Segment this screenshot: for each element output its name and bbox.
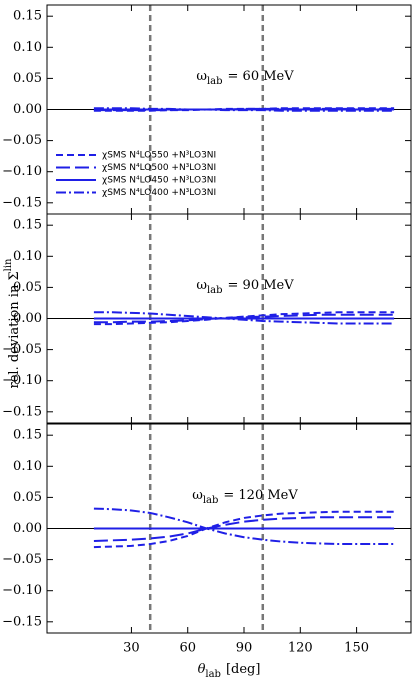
x-axis-label-part: θ xyxy=(198,662,206,677)
annotation-part: = 90 MeV xyxy=(228,278,295,293)
plot-frame xyxy=(46,423,412,634)
y-tick-label: 0.15 xyxy=(13,428,42,443)
series-line xyxy=(93,311,395,326)
y-tick-label: −0.05 xyxy=(2,133,42,148)
y-tick-label: −0.15 xyxy=(2,195,42,210)
y-axis-label-part: lin xyxy=(3,258,14,271)
x-axis-label: θlab [deg] xyxy=(198,662,261,681)
series-line xyxy=(93,311,395,325)
y-tick-label: 0.00 xyxy=(13,102,42,117)
x-tick-label: 150 xyxy=(344,641,369,656)
legend-label: χSMS N⁴LO550 +N³LO3NI xyxy=(102,151,216,161)
annotation-part: lab xyxy=(207,285,223,296)
annotation-part: lab xyxy=(203,495,219,506)
y-axis-label-part: rel. deviation in Σ xyxy=(7,271,22,388)
y-tick-label: −0.10 xyxy=(2,164,42,179)
y-tick-label: −0.15 xyxy=(2,614,42,629)
series-line xyxy=(93,516,395,542)
annotation-part: = 60 MeV xyxy=(228,69,295,84)
x-axis-label-part: lab xyxy=(205,669,221,680)
plot-frame xyxy=(46,213,412,424)
y-tick-label: −0.15 xyxy=(2,404,42,419)
annotation: ωlab = 90 MeV xyxy=(196,278,294,297)
series-line xyxy=(93,107,395,112)
annotation-part: ω xyxy=(196,69,207,84)
annotation-part: = 120 MeV xyxy=(223,488,298,503)
y-tick-label: 0.15 xyxy=(13,218,42,233)
series-line xyxy=(93,507,395,546)
y-tick-label: 0.00 xyxy=(13,521,42,536)
y-tick-label: −0.10 xyxy=(2,373,42,388)
y-tick-label: −0.05 xyxy=(2,552,42,567)
x-tick-label: 60 xyxy=(179,641,196,656)
y-tick-label: 0.05 xyxy=(13,280,42,295)
legend-label: χSMS N⁴LO450 +N³LO3NI xyxy=(102,176,216,186)
annotation: ωlab = 120 MeV xyxy=(192,488,298,507)
x-tick-label: 30 xyxy=(123,641,140,656)
annotation: ωlab = 60 MeV xyxy=(196,69,294,88)
x-axis-label-part: [deg] xyxy=(226,662,260,677)
y-tick-label: 0.00 xyxy=(13,311,42,326)
series-line xyxy=(93,510,395,549)
annotation-part: lab xyxy=(207,76,223,87)
legend-label: χSMS N⁴LO500 +N³LO3NI xyxy=(102,163,216,173)
y-tick-label: −0.05 xyxy=(2,342,42,357)
series-line xyxy=(93,313,395,324)
y-tick-label: 0.10 xyxy=(13,249,42,264)
legend-label: χSMS N⁴LO400 +N³LO3NI xyxy=(102,188,216,198)
y-axis-label: rel. deviation in Σlin xyxy=(3,258,22,389)
y-tick-label: 0.05 xyxy=(13,490,42,505)
x-tick-label: 120 xyxy=(288,641,313,656)
annotation-part: ω xyxy=(192,488,203,503)
y-tick-label: −0.10 xyxy=(2,583,42,598)
y-tick-label: 0.15 xyxy=(13,9,42,24)
y-tick-label: 0.10 xyxy=(13,40,42,55)
x-tick-label: 90 xyxy=(236,641,253,656)
y-tick-label: 0.10 xyxy=(13,459,42,474)
annotation-part: ω xyxy=(196,278,207,293)
y-tick-label: 0.05 xyxy=(13,71,42,86)
